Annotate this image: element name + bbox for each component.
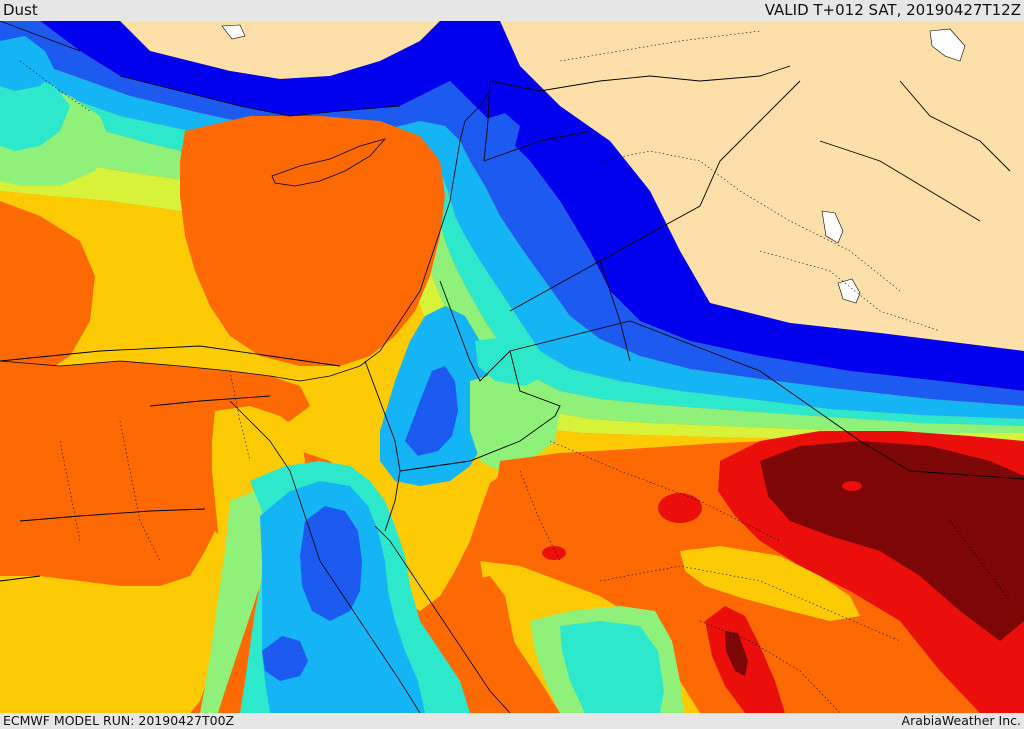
- dust-level-10-south-streak: [725, 631, 748, 676]
- land-clear-north: [120, 21, 440, 79]
- lake-north-iraq: [837, 278, 861, 304]
- lake-urmia: [821, 210, 844, 244]
- dust-level-7-arabia-south: [680, 546, 860, 621]
- lake-van: [929, 28, 966, 62]
- land-clear-northeast: [500, 21, 1024, 351]
- dust-level-8-west: [0, 201, 95, 381]
- credit-label: ArabiaWeather Inc.: [901, 713, 1021, 728]
- map-canvas: [0, 21, 1024, 713]
- dust-level-10-core: [760, 441, 1024, 641]
- country-borders: [0, 65, 1024, 582]
- dust-level-2-levant: [480, 113, 520, 151]
- dust-level-9-spot-c: [842, 481, 862, 491]
- dust-level-4-aegean: [0, 76, 70, 151]
- coastlines: [0, 21, 511, 713]
- header-bar: Dust VALID T+012 SAT, 20190427T12Z: [0, 0, 1024, 21]
- dust-forecast-map: [0, 21, 1024, 713]
- cyprus-outline: [271, 138, 387, 187]
- product-title: Dust: [3, 1, 38, 19]
- dust-level-6: [0, 151, 1024, 441]
- dust-level-8-coastal-strip: [465, 576, 534, 713]
- dust-level-5-redsea-west: [200, 491, 272, 713]
- dust-level-2-jordan-valley: [405, 366, 458, 456]
- dust-level-8-northwest: [180, 116, 445, 366]
- dust-level-9-spot-a: [658, 493, 702, 523]
- valid-time-label: VALID T+012 SAT, 20190427T12Z: [764, 1, 1021, 19]
- dust-level-4-jordan-east: [475, 336, 545, 386]
- dust-level-2-redsea-north: [300, 506, 362, 621]
- province-borders: [19, 30, 1011, 713]
- dust-level-7-southwest: [0, 531, 230, 713]
- dust-level-9-spot-b: [542, 546, 566, 560]
- dust-level-1-north: [40, 21, 1024, 391]
- footer-bar: ECMWF MODEL RUN: 20190427T00Z ArabiaWeat…: [0, 713, 1024, 729]
- dust-level-2-redsea-south: [262, 636, 308, 681]
- model-run-label: ECMWF MODEL RUN: 20190427T00Z: [3, 713, 235, 728]
- dust-level-5-jordan-east: [470, 371, 560, 471]
- dust-level-3-aegean: [0, 36, 55, 91]
- dust-level-4-arabia-southwest: [560, 621, 664, 713]
- lake-tuz: [221, 24, 246, 40]
